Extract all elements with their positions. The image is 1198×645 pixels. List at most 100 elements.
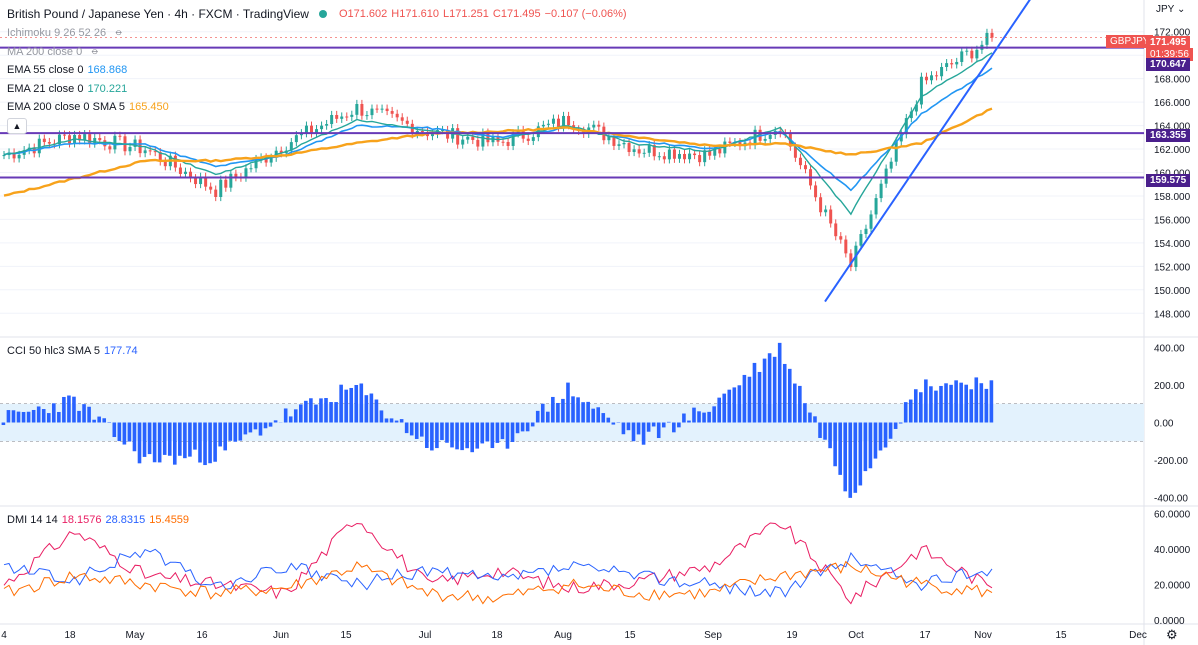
ema55-legend[interactable]: EMA 55 close 0 168.868 bbox=[7, 64, 127, 76]
cci-bar bbox=[878, 422, 883, 451]
cci-bar bbox=[399, 419, 404, 423]
cci-bar bbox=[324, 398, 328, 423]
time-tick-label: 19 bbox=[786, 630, 798, 641]
cci-bar bbox=[798, 385, 802, 423]
cci-bar bbox=[848, 422, 853, 498]
candle-body bbox=[562, 115, 566, 128]
candle-body bbox=[37, 138, 41, 154]
cci-label: CCI 50 hlc3 SMA 5 bbox=[7, 345, 100, 357]
candle-body bbox=[607, 136, 611, 141]
cci-bar bbox=[606, 417, 611, 423]
price-tick-label: 166.000 bbox=[1154, 98, 1191, 109]
cci-legend[interactable]: CCI 50 hlc3 SMA 5 177.74 bbox=[7, 345, 138, 357]
cci-bar bbox=[898, 422, 903, 424]
cci-bar bbox=[959, 382, 963, 423]
cci-bar bbox=[964, 384, 968, 423]
cci-bar bbox=[712, 406, 716, 423]
cci-bar bbox=[475, 422, 480, 449]
candle-body bbox=[57, 134, 61, 145]
cci-bar bbox=[178, 422, 182, 456]
candle-body bbox=[657, 156, 661, 158]
cci-bar bbox=[561, 398, 565, 423]
candle-body bbox=[829, 209, 833, 224]
candle-body bbox=[365, 115, 369, 117]
candle-body bbox=[299, 133, 303, 136]
candle-body bbox=[108, 146, 112, 150]
cci-bar bbox=[233, 422, 238, 442]
time-tick-label: Aug bbox=[554, 630, 572, 641]
candle-body bbox=[42, 138, 46, 143]
ma200-legend[interactable]: MA 200 close 0 ⦵ bbox=[7, 45, 99, 58]
cci-bar bbox=[127, 422, 132, 442]
candle-body bbox=[935, 75, 939, 77]
hidden-eye-icon[interactable]: ⦵ bbox=[90, 45, 100, 57]
cci-bar bbox=[979, 383, 984, 423]
cci-bar bbox=[722, 393, 727, 423]
price-tick-label: 172.000 bbox=[1154, 28, 1191, 39]
cci-bar bbox=[793, 383, 797, 423]
cci-bar bbox=[309, 398, 313, 423]
candle-body bbox=[93, 137, 97, 144]
cci-bar bbox=[248, 422, 253, 433]
level-tag-163: 163.355 bbox=[1146, 129, 1191, 142]
candle-body bbox=[844, 239, 848, 254]
ema21-line bbox=[3, 52, 993, 216]
cci-bar bbox=[258, 422, 263, 436]
settings-gear-icon[interactable]: ⚙ bbox=[1166, 627, 1178, 642]
cci-bar bbox=[319, 398, 323, 423]
cci-bar bbox=[631, 422, 636, 442]
collapse-legend-button[interactable]: ▲ bbox=[7, 118, 27, 134]
cci-bar bbox=[520, 422, 525, 432]
price-tick-label: 162.000 bbox=[1154, 145, 1191, 156]
candle-body bbox=[672, 149, 676, 159]
cci-bar bbox=[787, 368, 792, 423]
cci-bar bbox=[495, 422, 500, 443]
cci-bar bbox=[21, 411, 26, 423]
dmi-adx-line bbox=[3, 560, 993, 605]
cci-bar bbox=[183, 422, 187, 459]
candle-body bbox=[541, 124, 545, 127]
ichimoku-legend[interactable]: Ichimoku 9 26 52 26 ⦵ bbox=[7, 26, 123, 39]
last-price-tag: 171.495 bbox=[1146, 36, 1191, 49]
candle-body bbox=[632, 149, 636, 153]
cci-bar bbox=[263, 422, 268, 429]
cci-bar bbox=[97, 416, 101, 423]
cci-bar bbox=[62, 396, 66, 423]
cci-bar bbox=[601, 413, 606, 423]
candle-body bbox=[476, 139, 480, 147]
time-tick-label: Nov bbox=[974, 630, 992, 641]
cci-bar bbox=[389, 418, 394, 423]
dmi-minus-line bbox=[3, 548, 993, 598]
currency-selector[interactable]: JPY ⌄ bbox=[1156, 4, 1186, 15]
cci-bar bbox=[16, 411, 21, 423]
candle-body bbox=[698, 155, 702, 163]
candle-body bbox=[965, 50, 969, 52]
cci-bar bbox=[646, 422, 651, 432]
hidden-eye-icon[interactable]: ⦵ bbox=[114, 26, 124, 38]
candle-body bbox=[688, 153, 692, 160]
ema21-legend[interactable]: EMA 21 close 0 170.221 bbox=[7, 83, 127, 95]
cci-bar bbox=[934, 390, 938, 423]
candle-body bbox=[436, 130, 440, 135]
candle-body bbox=[320, 125, 324, 130]
cci-bar bbox=[742, 374, 747, 423]
candle-body bbox=[219, 179, 223, 197]
level-tag-170: 170.647 bbox=[1146, 58, 1191, 71]
cci-bar bbox=[132, 422, 137, 452]
candle-body bbox=[803, 165, 807, 170]
candle-body bbox=[879, 183, 883, 199]
candle-body bbox=[662, 156, 666, 160]
cci-bar bbox=[818, 422, 822, 438]
cci-bar bbox=[893, 422, 898, 429]
cci-bar bbox=[354, 384, 359, 423]
candle-body bbox=[103, 140, 107, 147]
cci-bar bbox=[702, 412, 706, 423]
cci-bar bbox=[480, 422, 485, 444]
cci-bar bbox=[122, 422, 127, 445]
candle-body bbox=[683, 153, 687, 160]
dmi-legend[interactable]: DMI 14 14 18.1576 28.8315 15.4559 bbox=[7, 514, 189, 526]
candle-body bbox=[68, 135, 72, 144]
price-tick-label: 152.000 bbox=[1154, 262, 1191, 273]
ema200-legend[interactable]: EMA 200 close 0 SMA 5 165.450 bbox=[7, 101, 169, 113]
